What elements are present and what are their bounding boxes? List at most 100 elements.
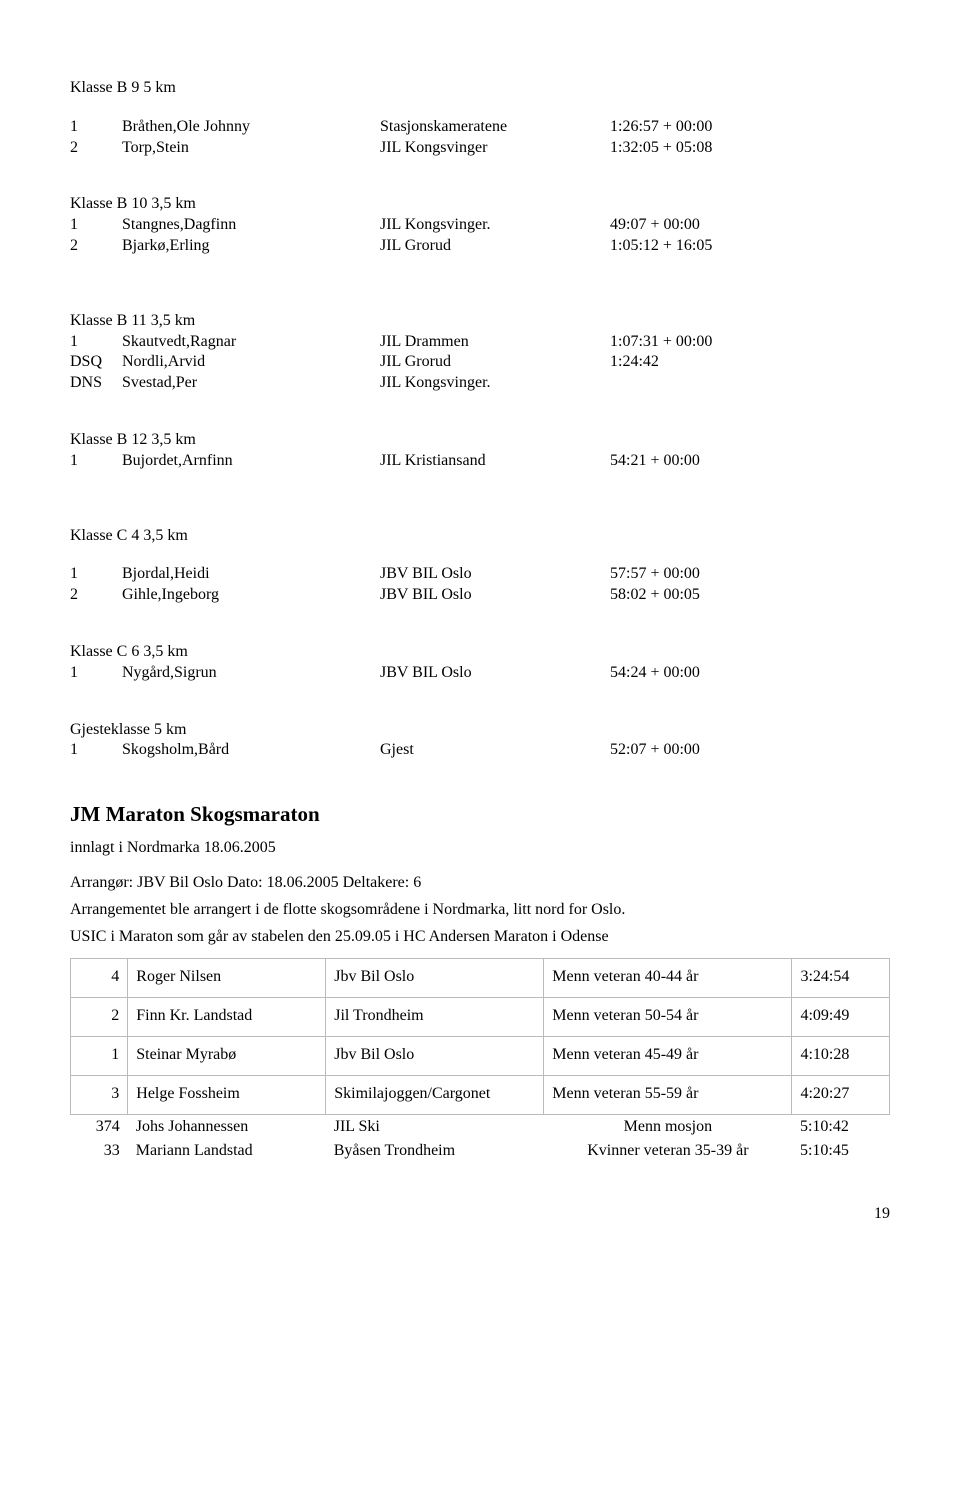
athlete-name: Finn Kr. Landstad — [128, 997, 326, 1036]
time: 5:10:45 — [792, 1139, 890, 1164]
place: 1 — [70, 564, 122, 585]
athlete-name: Bjarkø,Erling — [122, 236, 380, 257]
place: 2 — [70, 236, 122, 257]
category: Menn veteran 45-49 år — [544, 1036, 792, 1075]
category: Menn mosjon — [544, 1114, 792, 1139]
event-desc-1: Arrangementet ble arrangert i de flotte … — [70, 900, 890, 921]
time: 54:21 + 00:00 — [610, 451, 700, 472]
club: Jbv Bil Oslo — [326, 1036, 544, 1075]
place: 3 — [71, 1075, 128, 1114]
result-row: 1Bujordet,ArnfinnJIL Kristiansand54:21 +… — [70, 451, 890, 472]
club: JBV BIL Oslo — [380, 564, 610, 585]
athlete-name: Skogsholm,Bård — [122, 740, 380, 761]
class-heading: Klasse B 10 3,5 km — [70, 194, 890, 215]
club: JBV BIL Oslo — [380, 663, 610, 684]
athlete-name: Mariann Landstad — [128, 1139, 326, 1164]
category: Menn veteran 55-59 år — [544, 1075, 792, 1114]
place: 1 — [70, 740, 122, 761]
result-row: 2Torp,SteinJIL Kongsvinger1:32:05 + 05:0… — [70, 138, 890, 159]
athlete-name: Johs Johannessen — [128, 1114, 326, 1139]
time: 4:20:27 — [792, 1075, 890, 1114]
athlete-name: Torp,Stein — [122, 138, 380, 159]
class-heading: Gjesteklasse 5 km — [70, 720, 890, 741]
club: Stasjonskameratene — [380, 117, 610, 138]
time: 1:32:05 + 05:08 — [610, 138, 712, 159]
place: 1 — [70, 663, 122, 684]
place: 1 — [70, 451, 122, 472]
place: 1 — [70, 215, 122, 236]
athlete-name: Nordli,Arvid — [122, 352, 380, 373]
place: 33 — [71, 1139, 128, 1164]
result-row: 1Skautvedt,RagnarJIL Drammen1:07:31 + 00… — [70, 332, 890, 353]
result-row: 1Bråthen,Ole JohnnyStasjonskameratene1:2… — [70, 117, 890, 138]
result-row: DSQNordli,ArvidJIL Grorud1:24:42 — [70, 352, 890, 373]
time: 4:10:28 — [792, 1036, 890, 1075]
table-row: 374Johs JohannessenJIL SkiMenn mosjon5:1… — [71, 1114, 890, 1139]
athlete-name: Svestad,Per — [122, 373, 380, 394]
time: 58:02 + 00:05 — [610, 585, 700, 606]
athlete-name: Skautvedt,Ragnar — [122, 332, 380, 353]
result-row: DNSSvestad,PerJIL Kongsvinger. — [70, 373, 890, 394]
event-title: JM Maraton Skogsmaraton — [70, 801, 890, 828]
time: 1:05:12 + 16:05 — [610, 236, 712, 257]
result-row: 1Skogsholm,BårdGjest52:07 + 00:00 — [70, 740, 890, 761]
club: JIL Kongsvinger. — [380, 373, 610, 394]
club: Byåsen Trondheim — [326, 1139, 544, 1164]
athlete-name: Steinar Myrabø — [128, 1036, 326, 1075]
class-heading: Klasse B 11 3,5 km — [70, 311, 890, 332]
time: 4:09:49 — [792, 997, 890, 1036]
place: DNS — [70, 373, 122, 394]
time: 54:24 + 00:00 — [610, 663, 700, 684]
time: 57:57 + 00:00 — [610, 564, 700, 585]
athlete-name: Bjordal,Heidi — [122, 564, 380, 585]
athlete-name: Stangnes,Dagfinn — [122, 215, 380, 236]
class-heading: Klasse C 4 3,5 km — [70, 526, 890, 547]
results-table-2: 4Roger NilsenJbv Bil OsloMenn veteran 40… — [70, 958, 890, 1165]
club: Gjest — [380, 740, 610, 761]
club: JIL Kongsvinger. — [380, 215, 610, 236]
time: 49:07 + 00:00 — [610, 215, 700, 236]
athlete-name: Nygård,Sigrun — [122, 663, 380, 684]
place: 1 — [70, 117, 122, 138]
time: 3:24:54 — [792, 958, 890, 997]
club: JIL Drammen — [380, 332, 610, 353]
category: Menn veteran 50-54 år — [544, 997, 792, 1036]
category: Menn veteran 40-44 år — [544, 958, 792, 997]
club: JIL Kongsvinger — [380, 138, 610, 159]
class-heading: Klasse C 6 3,5 km — [70, 642, 890, 663]
page-number: 19 — [70, 1204, 890, 1225]
club: JIL Grorud — [380, 352, 610, 373]
result-row: 1Stangnes,DagfinnJIL Kongsvinger.49:07 +… — [70, 215, 890, 236]
table-row: 1Steinar MyrabøJbv Bil OsloMenn veteran … — [71, 1036, 890, 1075]
event-desc-2: USIC i Maraton som går av stabelen den 2… — [70, 927, 890, 948]
club: JIL Ski — [326, 1114, 544, 1139]
table-row: 2Finn Kr. LandstadJil TrondheimMenn vete… — [71, 997, 890, 1036]
result-row: 1Nygård,SigrunJBV BIL Oslo54:24 + 00:00 — [70, 663, 890, 684]
place: 1 — [71, 1036, 128, 1075]
time: 1:26:57 + 00:00 — [610, 117, 712, 138]
time: 5:10:42 — [792, 1114, 890, 1139]
place: 374 — [71, 1114, 128, 1139]
table-row: 4Roger NilsenJbv Bil OsloMenn veteran 40… — [71, 958, 890, 997]
table-row: 3Helge FossheimSkimilajoggen/CargonetMen… — [71, 1075, 890, 1114]
category: Kvinner veteran 35-39 år — [544, 1139, 792, 1164]
club: JBV BIL Oslo — [380, 585, 610, 606]
athlete-name: Roger Nilsen — [128, 958, 326, 997]
place: 2 — [71, 997, 128, 1036]
club: JIL Kristiansand — [380, 451, 610, 472]
place: 4 — [71, 958, 128, 997]
place: 2 — [70, 585, 122, 606]
athlete-name: Bujordet,Arnfinn — [122, 451, 380, 472]
club: Jbv Bil Oslo — [326, 958, 544, 997]
place: DSQ — [70, 352, 122, 373]
class-heading: Klasse B 12 3,5 km — [70, 430, 890, 451]
class-heading: Klasse B 9 5 km — [70, 78, 890, 99]
time: 52:07 + 00:00 — [610, 740, 700, 761]
time: 1:07:31 + 00:00 — [610, 332, 712, 353]
athlete-name: Helge Fossheim — [128, 1075, 326, 1114]
club: Jil Trondheim — [326, 997, 544, 1036]
result-row: 2Bjarkø,ErlingJIL Grorud1:05:12 + 16:05 — [70, 236, 890, 257]
club: Skimilajoggen/Cargonet — [326, 1075, 544, 1114]
result-row: 2Gihle,IngeborgJBV BIL Oslo58:02 + 00:05 — [70, 585, 890, 606]
athlete-name: Gihle,Ingeborg — [122, 585, 380, 606]
